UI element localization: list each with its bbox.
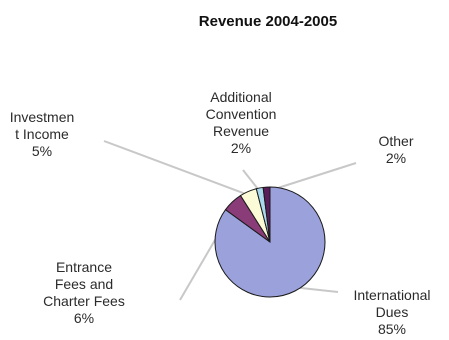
- leader-line: [266, 162, 357, 193]
- slice-label-line: Fees and: [55, 276, 113, 292]
- pie-slice: [262, 186, 271, 243]
- slice-label-line: Additional: [210, 89, 272, 105]
- slice-label: Additional Convention Revenue 2%: [206, 89, 277, 156]
- slice-label-line: Investmen: [10, 109, 75, 125]
- slice-label-line: Entrance: [56, 259, 112, 275]
- slice-label-line: 85%: [378, 321, 406, 337]
- slice-label-line: 5%: [32, 143, 52, 159]
- slice-label-line: Convention: [206, 106, 277, 122]
- slice-label-line: International: [353, 287, 430, 303]
- slice-label-line: Revenue: [213, 123, 269, 139]
- slice-label: Entrance Fees and Charter Fees 6%: [43, 259, 125, 326]
- chart-title: Revenue 2004-2005: [199, 13, 337, 30]
- leader-line: [103, 140, 251, 197]
- slice-label: International Dues 85%: [353, 287, 430, 337]
- slice-labels: International Dues 85% Entrance Fees and Char…: [10, 89, 431, 337]
- slice-label-line: 6%: [74, 310, 94, 326]
- pie-slices: [214, 186, 326, 298]
- slice-label: Investmen t Income 5%: [10, 109, 75, 159]
- slice-label: Other 2%: [378, 133, 413, 166]
- slice-label-line: 2%: [386, 150, 406, 166]
- slice-label-line: Other: [378, 133, 413, 149]
- slice-label-line: 2%: [231, 140, 251, 156]
- slice-label-line: Dues: [376, 304, 409, 320]
- slice-label-line: Charter Fees: [43, 293, 125, 309]
- slice-label-line: t Income: [15, 126, 69, 142]
